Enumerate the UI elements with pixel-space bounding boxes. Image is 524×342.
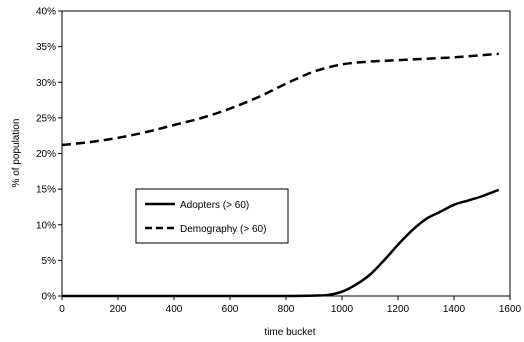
x-tick-label: 200 <box>110 304 127 315</box>
x-tick-label: 1600 <box>499 304 522 315</box>
x-tick-label: 1400 <box>443 304 466 315</box>
plot-area: 0% 5% 10% 15% 20% 25% 30% 35% 40% 0 200 400 600 800 10… <box>36 7 522 316</box>
series-line-adopters <box>62 188 500 298</box>
legend-box <box>135 188 289 244</box>
legend: Adopters (> 60) Demography (> 60) <box>135 188 289 244</box>
plot-frame <box>61 10 511 297</box>
legend-label-adopters: Adopters (> 60) <box>180 200 249 211</box>
legend-label-demography: Demography (> 60) <box>180 224 266 235</box>
y-tick-label: 20% <box>36 149 56 160</box>
x-tick-label: 600 <box>222 304 239 315</box>
y-tick-label: 35% <box>36 42 56 53</box>
series-line-demography <box>61 52 499 147</box>
x-axis-title: time bucket <box>264 327 315 338</box>
y-tick-label: 0% <box>42 292 57 303</box>
y-tick-label: 10% <box>36 220 56 231</box>
x-tick-label: 800 <box>278 304 295 315</box>
y-tick-label: 5% <box>42 256 57 267</box>
x-tick-label: 1200 <box>387 304 410 315</box>
x-tick-label: 1000 <box>331 304 354 315</box>
y-tick-label: 30% <box>36 78 56 89</box>
y-tick-label: 25% <box>36 113 56 124</box>
x-tick-label: 400 <box>166 304 183 315</box>
y-axis-title: % of population <box>11 119 22 188</box>
y-tick-label: 40% <box>36 7 56 18</box>
x-tick-label: 0 <box>59 304 65 315</box>
y-tick-label: 15% <box>36 185 56 196</box>
